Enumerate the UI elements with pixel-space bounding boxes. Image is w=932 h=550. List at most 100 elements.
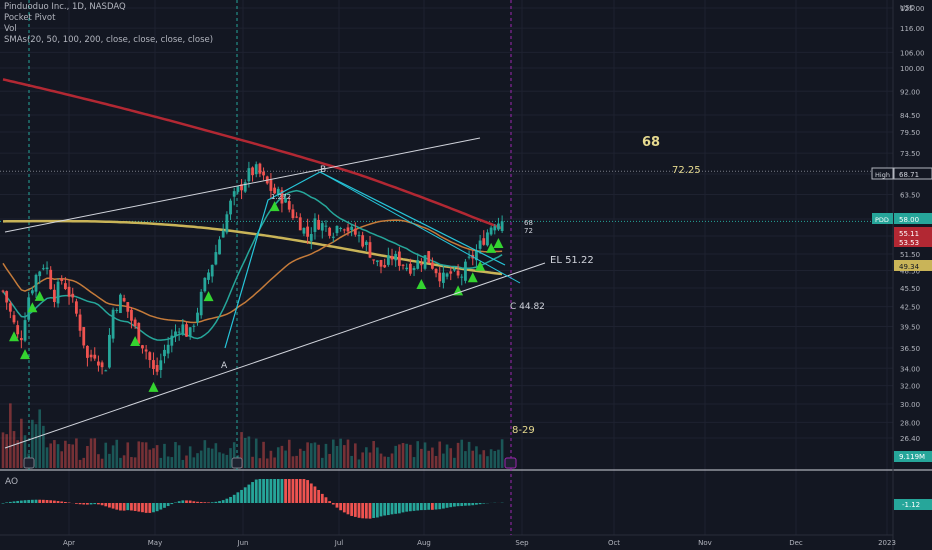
volume-bar: [343, 445, 346, 468]
candle-body: [141, 345, 144, 349]
volume-bar: [298, 448, 302, 468]
candle-body: [390, 256, 394, 260]
ao-bar: [1, 503, 5, 504]
volume-bar: [207, 447, 210, 468]
candle-body: [475, 250, 478, 261]
candle-body: [148, 352, 152, 361]
candle-body: [27, 297, 31, 320]
volume-bar: [232, 442, 236, 468]
candle-body: [397, 251, 401, 266]
ao-bar: [75, 503, 78, 504]
time-axis-2023: 2023: [878, 539, 896, 547]
ao-bar: [438, 503, 442, 510]
volume-bar: [357, 459, 361, 468]
candle-body: [460, 276, 464, 278]
upcoming-earnings-icon: [504, 457, 517, 469]
candle-body: [247, 168, 251, 182]
candle-body: [166, 344, 170, 354]
ao-bar: [449, 503, 453, 508]
pocket-pivot-triangle: [9, 331, 20, 342]
pocket-pivot-triangle: [493, 237, 504, 248]
volume-bar: [137, 441, 141, 468]
volume-bar: [431, 447, 434, 468]
candle-body: [78, 314, 82, 331]
ao-bar: [63, 501, 67, 503]
annotation-8-29: 8-29: [512, 425, 535, 436]
ao-bar: [372, 503, 376, 518]
annotation-small-72: 72: [524, 227, 533, 235]
ao-bar: [8, 501, 12, 503]
candle-body: [122, 298, 126, 302]
ao-bar: [361, 503, 365, 519]
ao-bar: [12, 501, 16, 503]
candle-body: [379, 260, 383, 267]
price-badge-4: [894, 260, 932, 271]
volume-bar: [302, 450, 306, 468]
ao-bar: [317, 489, 321, 503]
candle-body: [214, 252, 218, 265]
price-axis-tick-39-50: 39.50: [900, 323, 920, 331]
candle-body: [467, 256, 471, 258]
candle-body: [75, 301, 78, 314]
ao-bar: [254, 479, 258, 503]
legend-smas: SMAs(20, 50, 100, 200, close, close, clo…: [4, 35, 214, 45]
volume-bar: [486, 456, 489, 468]
ao-bar: [240, 489, 243, 503]
candle-body: [309, 234, 313, 241]
price-axis-tick-100: 100.00: [900, 65, 925, 73]
annotation-point-a: A: [221, 361, 228, 371]
volume-bar: [332, 439, 335, 468]
candle-body: [394, 253, 398, 261]
price-axis-tick-84-50: 84.50: [900, 112, 920, 120]
candle-body: [273, 187, 276, 194]
candle-body: [38, 271, 42, 277]
time-axis-dec: Dec: [789, 539, 803, 547]
price-badge-3: [894, 236, 932, 247]
candle-body: [335, 225, 339, 234]
ao-bar: [97, 503, 100, 505]
candle-body: [93, 354, 97, 359]
volume-bar: [346, 439, 350, 468]
ao-bar: [119, 503, 122, 511]
price-axis-tick-92: 92.00: [900, 88, 920, 96]
volume-bar: [471, 450, 475, 468]
candle-body: [368, 242, 372, 258]
candle-body: [119, 294, 122, 314]
ao-bar: [412, 503, 416, 511]
ao-bar: [148, 503, 152, 513]
candle-body: [71, 293, 75, 298]
volume-bar: [49, 443, 53, 468]
candle-body: [1, 290, 5, 292]
candle-body: [67, 286, 71, 297]
volume-bar: [60, 451, 64, 468]
ao-bar: [214, 501, 218, 503]
ao-bar: [225, 498, 229, 503]
ao-bar: [467, 503, 471, 506]
ao-bar: [265, 479, 269, 503]
volume-bar: [493, 450, 497, 468]
volume-bar: [170, 457, 174, 468]
volume-bar: [445, 444, 449, 468]
ao-bar: [434, 503, 438, 510]
legend-title: Pinduoduo Inc., 1D, NASDAQ: [4, 2, 126, 12]
candle-body: [350, 226, 354, 231]
ao-bar: [30, 499, 34, 503]
candle-body: [34, 274, 38, 292]
ao-bar: [364, 503, 368, 519]
volume-bar: [225, 454, 229, 468]
candle-body: [445, 273, 449, 277]
volume-bar: [269, 450, 273, 468]
volume-bar: [5, 434, 8, 468]
volume-bar: [387, 456, 390, 468]
ao-bar: [243, 487, 247, 503]
volume-bar: [295, 455, 298, 468]
ao-bar: [185, 500, 188, 503]
volume-bar: [240, 432, 243, 468]
candle-body: [181, 324, 185, 335]
volume-bar: [203, 440, 207, 468]
annotation-72-25: 72.25: [672, 165, 701, 176]
candle-body: [199, 291, 203, 316]
candle-body: [210, 264, 214, 277]
candle-body: [269, 179, 273, 191]
